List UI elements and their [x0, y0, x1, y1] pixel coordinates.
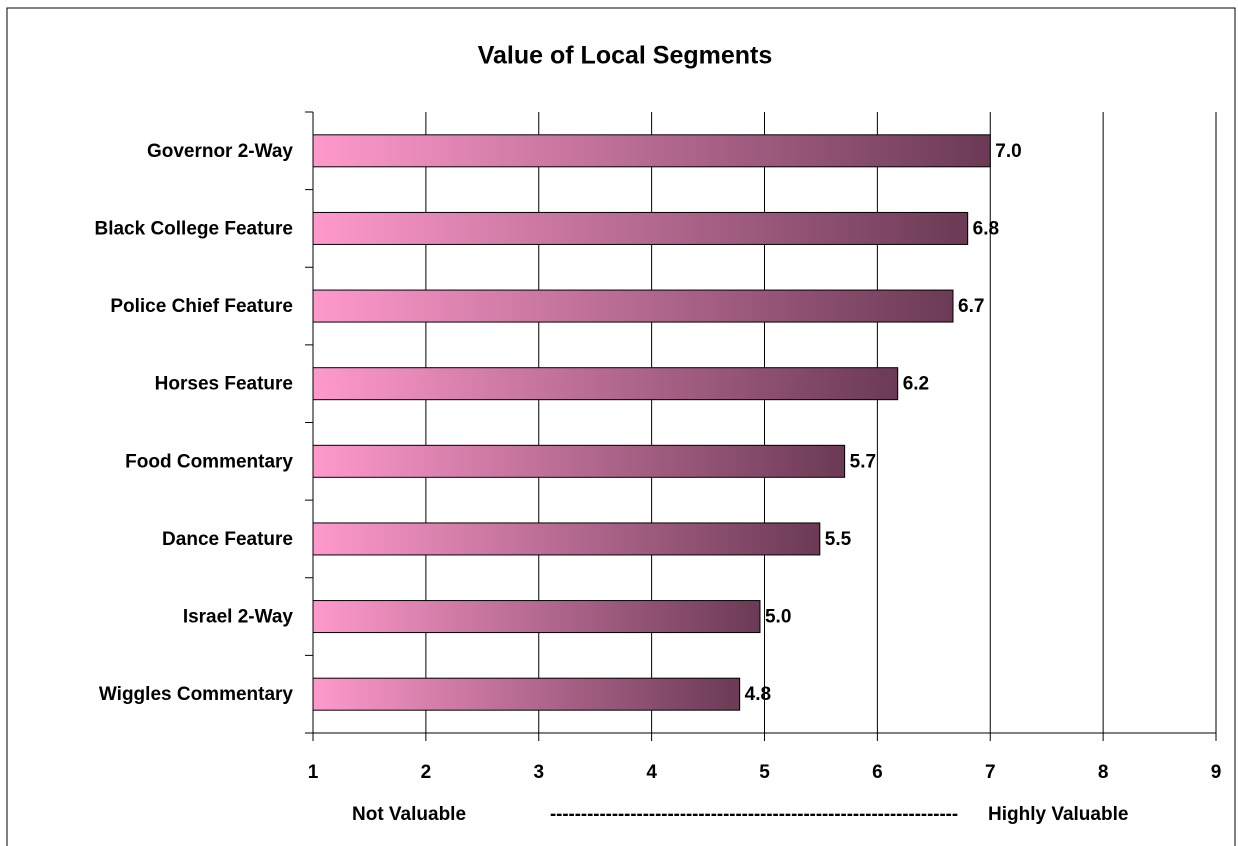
y-tick-label: Horses Feature	[155, 374, 293, 395]
axis-note: Not Valuable	[352, 804, 466, 825]
chart-title: Value of Local Segments	[478, 42, 773, 70]
x-tick-label: 4	[646, 762, 657, 783]
bar	[312, 600, 761, 634]
x-tick-label: 8	[1098, 762, 1109, 783]
y-tick-label: Israel 2-Way	[183, 607, 294, 628]
x-tick-label: 7	[985, 762, 996, 783]
axis-note: Highly Valuable	[988, 804, 1128, 825]
y-tick-label: Dance Feature	[162, 529, 293, 550]
y-tick-label: Food Commentary	[125, 451, 293, 472]
y-tick-label: Governor 2-Way	[147, 141, 293, 162]
bar	[312, 522, 821, 556]
data-label: 6.2	[903, 374, 929, 395]
x-tick-label: 5	[759, 762, 770, 783]
data-label: 4.8	[745, 684, 771, 705]
data-label: 5.0	[765, 607, 791, 628]
chart-frame	[6, 7, 1236, 846]
bar	[312, 211, 969, 245]
bar	[312, 289, 954, 323]
bar	[312, 444, 846, 478]
x-tick-label: 9	[1211, 762, 1222, 783]
y-tick-label: Wiggles Commentary	[99, 684, 294, 705]
x-tick-label: 3	[533, 762, 544, 783]
axis-note: ----------------------------------------…	[550, 804, 958, 825]
y-tick-label: Police Chief Feature	[110, 296, 293, 317]
data-label: 6.8	[973, 218, 999, 239]
y-tick-label: Black College Feature	[94, 218, 293, 239]
data-label: 5.5	[825, 529, 852, 550]
x-tick-label: 6	[872, 762, 883, 783]
data-label: 5.7	[850, 451, 876, 472]
bar	[312, 677, 741, 711]
x-tick-label: 1	[308, 762, 319, 783]
bar	[312, 134, 991, 168]
data-label: 7.0	[995, 141, 1021, 162]
data-label: 6.7	[958, 296, 984, 317]
bar	[312, 367, 899, 401]
x-tick-label: 2	[421, 762, 432, 783]
